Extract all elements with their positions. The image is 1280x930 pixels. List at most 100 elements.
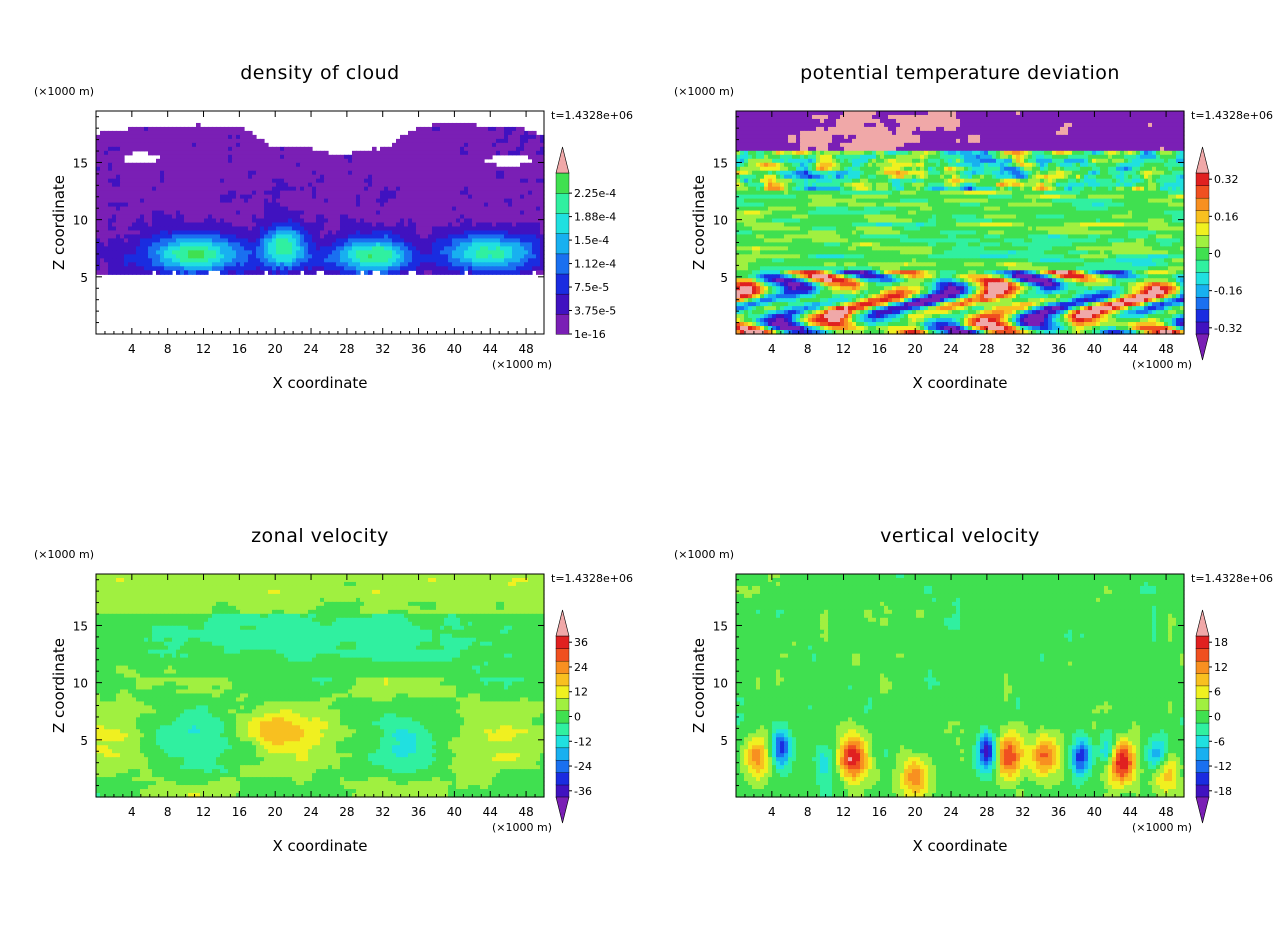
field-cell — [148, 183, 153, 188]
field-cell — [324, 199, 329, 204]
field-cell — [412, 223, 417, 228]
field-cell — [160, 238, 165, 243]
field-cell — [852, 123, 857, 128]
field-cell — [272, 203, 277, 208]
field-cell — [248, 187, 253, 192]
field-cell — [824, 143, 829, 148]
field-cell — [492, 219, 497, 224]
field-cell — [316, 183, 321, 188]
field-cell — [320, 183, 325, 188]
field-cell — [1116, 127, 1121, 132]
field-cell — [428, 226, 433, 231]
field-cell — [240, 199, 245, 204]
field-cell — [392, 246, 397, 251]
field-cell — [344, 246, 349, 251]
field-cell — [860, 119, 865, 124]
field-cell — [496, 242, 501, 247]
field-cell — [392, 143, 397, 148]
field-cell — [188, 219, 193, 224]
field-cell — [476, 254, 481, 259]
field-cell — [156, 135, 161, 140]
field-cell — [820, 143, 825, 148]
field-cell — [312, 230, 317, 235]
field-cell — [380, 199, 385, 204]
field-cell — [1164, 139, 1169, 144]
field-cell — [520, 266, 525, 271]
field-cell — [532, 135, 537, 140]
field-cell — [452, 211, 457, 216]
field-cell — [128, 270, 133, 275]
field-cell — [968, 139, 973, 144]
field-cell — [124, 270, 129, 275]
field-cell — [292, 147, 297, 152]
field-cell — [868, 143, 873, 148]
field-cell — [444, 191, 449, 196]
field-cell — [160, 258, 165, 263]
field-cell — [296, 151, 301, 156]
field-cell — [968, 131, 973, 136]
field-cell — [168, 167, 173, 172]
field-cell — [364, 250, 369, 255]
colorbar-segment — [556, 233, 569, 254]
field-cell — [200, 219, 205, 224]
field-cell — [272, 262, 277, 267]
field-cell — [864, 127, 869, 132]
field-cell — [128, 242, 133, 247]
field-cell — [284, 215, 289, 220]
field-cell — [116, 163, 121, 168]
field-cell — [408, 187, 413, 192]
field-cell — [360, 171, 365, 176]
field-cell — [424, 246, 429, 251]
field-cell — [468, 139, 473, 144]
field-cell — [352, 171, 357, 176]
field-cell — [164, 147, 169, 152]
field-cell — [144, 179, 149, 184]
field-cell — [828, 119, 833, 124]
field-cell — [784, 143, 789, 148]
field-cell — [448, 159, 453, 164]
field-cell — [512, 167, 517, 172]
field-cell — [236, 270, 241, 275]
field-cell — [188, 270, 193, 275]
field-cell — [916, 143, 921, 148]
field-cell — [304, 151, 309, 156]
field-cell — [1084, 127, 1089, 132]
field-cell — [196, 270, 201, 275]
colorbar-label: 2.25e-4 — [574, 187, 616, 200]
field-cell — [900, 127, 905, 132]
field-cell — [404, 270, 409, 275]
field-cell — [484, 211, 489, 216]
field-cell — [340, 238, 345, 243]
field-cell — [480, 211, 485, 216]
field-cell — [192, 147, 197, 152]
field-cell — [760, 111, 765, 116]
field-cell — [464, 175, 469, 180]
field-cell — [476, 199, 481, 204]
field-cell — [236, 258, 241, 263]
field-cell — [464, 223, 469, 228]
field-cell — [376, 163, 381, 168]
field-cell — [156, 250, 161, 255]
field-cell — [424, 226, 429, 231]
field-cell — [480, 266, 485, 271]
field-cell — [484, 270, 489, 275]
field-cell — [1148, 127, 1153, 132]
field-cell — [808, 127, 813, 132]
field-cell — [248, 195, 253, 200]
field-cell — [420, 250, 425, 255]
field-cell — [780, 143, 785, 148]
field-cell — [160, 207, 165, 212]
field-cell — [1012, 135, 1017, 140]
field-cell — [268, 226, 273, 231]
field-cell — [292, 191, 297, 196]
field-cell — [508, 230, 513, 235]
field-cell — [380, 191, 385, 196]
field-cell — [100, 262, 105, 267]
field-cell — [336, 258, 341, 263]
field-cell — [352, 195, 357, 200]
field-cell — [516, 242, 521, 247]
field-cell — [300, 238, 305, 243]
field-cell — [1136, 123, 1141, 128]
field-cell — [484, 143, 489, 148]
field-cell — [796, 127, 801, 132]
